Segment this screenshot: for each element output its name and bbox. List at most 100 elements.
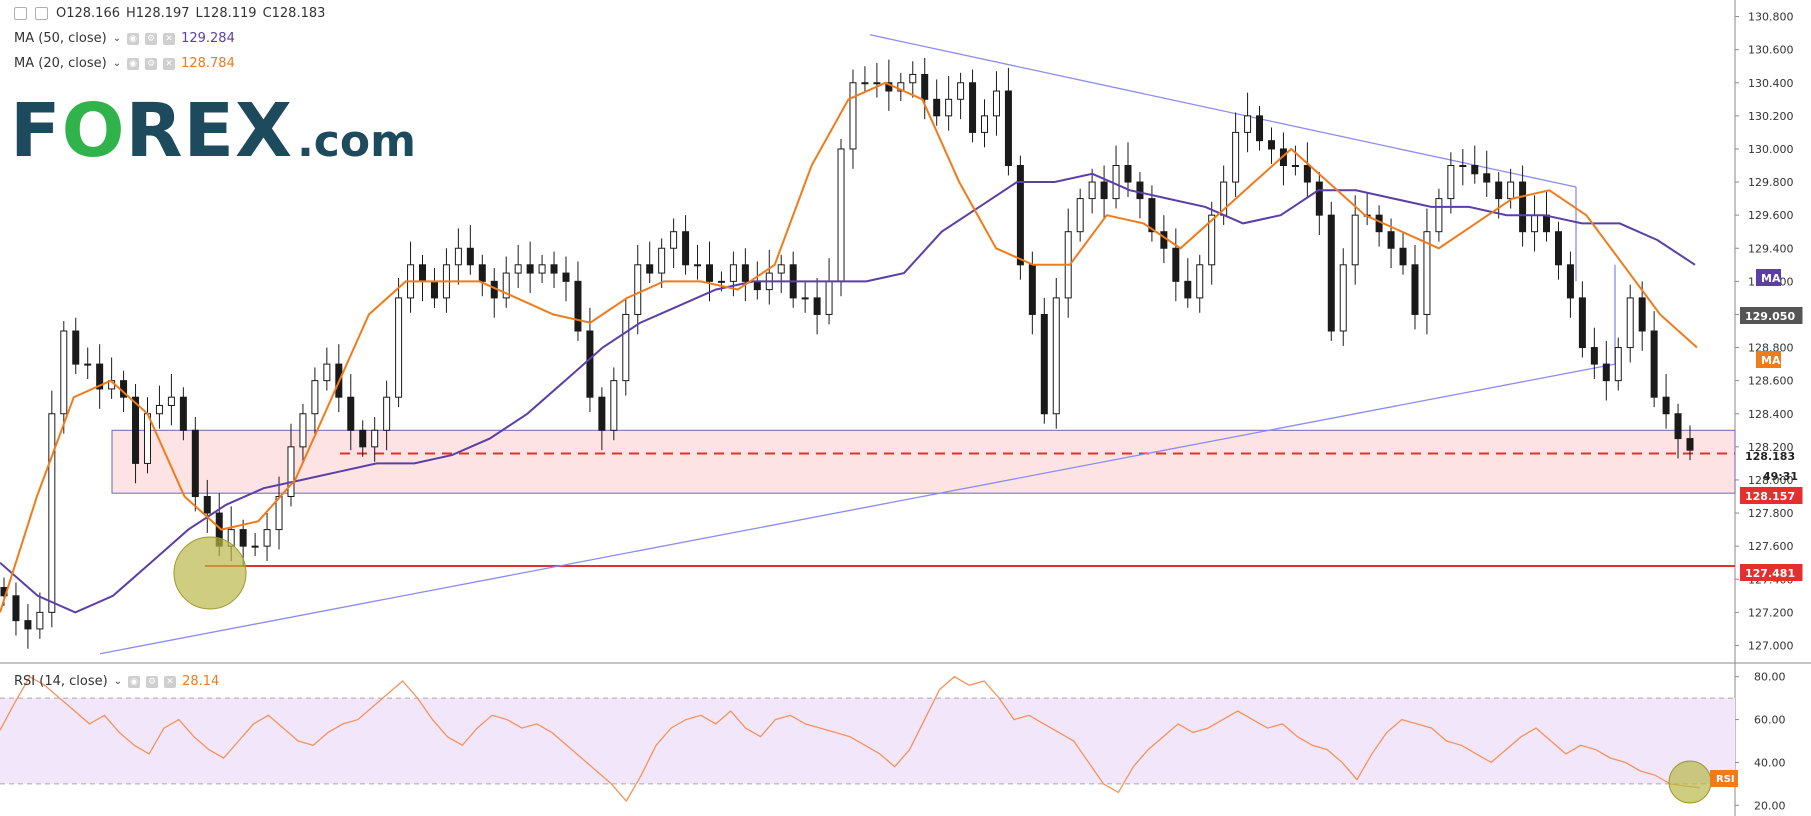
- candle-body: [1100, 181, 1108, 200]
- candle-body: [861, 82, 869, 85]
- chevron-down-icon[interactable]: ⌄: [112, 58, 122, 69]
- rsi-tick-label: 40.00: [1754, 756, 1786, 769]
- candle-body: [167, 396, 175, 406]
- candle-body: [1578, 297, 1586, 349]
- collapse-icon[interactable]: [14, 7, 27, 20]
- price-label: 129.050: [1745, 310, 1795, 323]
- close-icon[interactable]: ✕: [164, 675, 177, 688]
- rsi-legend[interactable]: RSI (14, close) ⌄ ◉ ⚙ ✕ 28.14: [14, 674, 219, 689]
- candle-body: [1267, 140, 1275, 150]
- candle-body: [1662, 396, 1670, 415]
- candle-body: [1495, 181, 1503, 200]
- candle-body: [48, 413, 56, 613]
- gear-icon[interactable]: ⚙: [145, 32, 158, 45]
- candle-body: [72, 330, 80, 365]
- candle-body: [1315, 181, 1323, 216]
- gear-icon[interactable]: ⚙: [145, 57, 158, 70]
- rsi-highlight-circle: [1668, 760, 1712, 804]
- candle-body: [1148, 198, 1156, 233]
- candle-body: [323, 363, 331, 382]
- ma50-legend[interactable]: MA (50, close) ⌄ ◉ ⚙ ✕ 129.284: [14, 31, 235, 46]
- candle-body: [299, 413, 307, 448]
- gear-icon[interactable]: ⚙: [146, 675, 159, 688]
- candle-body: [502, 272, 510, 299]
- candle-body: [1471, 165, 1479, 175]
- candle-body: [395, 297, 403, 398]
- y-tick-label: 130.000: [1748, 143, 1794, 156]
- close-icon[interactable]: ✕: [163, 57, 176, 70]
- price-label: 127.481: [1745, 567, 1795, 580]
- candle-body: [753, 280, 761, 291]
- y-tick-label: 127.000: [1748, 639, 1794, 652]
- ohlc-open: O128.166: [56, 6, 120, 21]
- rsi-tick-label: 20.00: [1754, 799, 1786, 812]
- candle-body: [383, 396, 391, 431]
- chevron-down-icon[interactable]: ⌄: [113, 676, 123, 687]
- rsi-axis-label: RSI: [1716, 774, 1735, 785]
- candle-body: [1172, 247, 1180, 282]
- candle-body: [1244, 115, 1252, 133]
- candle-body: [1327, 214, 1335, 332]
- price-label: MA: [1761, 354, 1781, 367]
- y-tick-label: 127.800: [1748, 507, 1794, 520]
- rsi-label-bg: [1710, 770, 1738, 787]
- candle-body: [1232, 131, 1240, 183]
- rsi-band: [0, 698, 1735, 784]
- candle-body: [729, 264, 737, 282]
- candle-body: [478, 264, 486, 282]
- candle-body: [1590, 347, 1598, 365]
- y-tick-label: 129.600: [1748, 209, 1794, 222]
- y-tick-label: 128.600: [1748, 375, 1794, 388]
- price-label: MA: [1761, 272, 1781, 285]
- candle-body: [1076, 198, 1084, 233]
- candle-body: [454, 247, 462, 266]
- series-color-icon: [35, 7, 48, 20]
- candle-body: [849, 82, 857, 150]
- candle-body: [514, 264, 522, 274]
- candle-body: [191, 429, 199, 497]
- candle-body: [239, 529, 247, 547]
- rsi-label: RSI (14, close): [14, 674, 108, 689]
- price-label-bg: [1740, 307, 1803, 324]
- candle-body: [933, 98, 941, 117]
- candle-body: [1387, 231, 1395, 249]
- eye-icon[interactable]: ◉: [128, 675, 141, 688]
- candle-body: [1435, 198, 1443, 233]
- candle-body: [837, 148, 845, 282]
- candle-body: [359, 429, 367, 448]
- candle-body: [921, 73, 929, 100]
- candle-body: [96, 363, 104, 390]
- candle-body: [430, 280, 438, 299]
- candle-body: [1052, 297, 1060, 415]
- candle-body: [897, 82, 905, 92]
- ma20-legend[interactable]: MA (20, close) ⌄ ◉ ⚙ ✕ 128.784: [14, 56, 235, 71]
- eye-icon[interactable]: ◉: [127, 32, 140, 45]
- highlight-circle: [173, 536, 247, 610]
- candle-body: [670, 231, 678, 249]
- logo-o: O: [61, 88, 126, 174]
- candle-body: [1339, 264, 1347, 332]
- candle-body: [1650, 330, 1658, 398]
- candle-body: [981, 115, 989, 133]
- candle-body: [992, 90, 1000, 117]
- eye-icon[interactable]: ◉: [127, 57, 140, 70]
- price-label: 128.183: [1745, 450, 1795, 463]
- close-icon[interactable]: ✕: [163, 32, 176, 45]
- forex-logo: F O REX .com: [10, 88, 416, 174]
- logo-f: F: [10, 88, 62, 174]
- candle-body: [143, 413, 151, 464]
- y-tick-label: 130.400: [1748, 77, 1794, 90]
- y-tick-label: 128.200: [1748, 441, 1794, 454]
- chevron-down-icon[interactable]: ⌄: [112, 33, 122, 44]
- candle-body: [1531, 214, 1539, 233]
- candle-body: [538, 264, 546, 274]
- rsi-tick-label: 80.00: [1754, 671, 1786, 684]
- logo-dotcom: .com: [297, 116, 416, 167]
- candle-body: [251, 545, 259, 548]
- ohlc-high: H128.197: [126, 6, 190, 21]
- candle-body: [777, 264, 785, 274]
- candle-body: [526, 264, 534, 274]
- candle-body: [1566, 264, 1574, 299]
- candle-body: [263, 529, 271, 547]
- candle-body: [598, 396, 606, 431]
